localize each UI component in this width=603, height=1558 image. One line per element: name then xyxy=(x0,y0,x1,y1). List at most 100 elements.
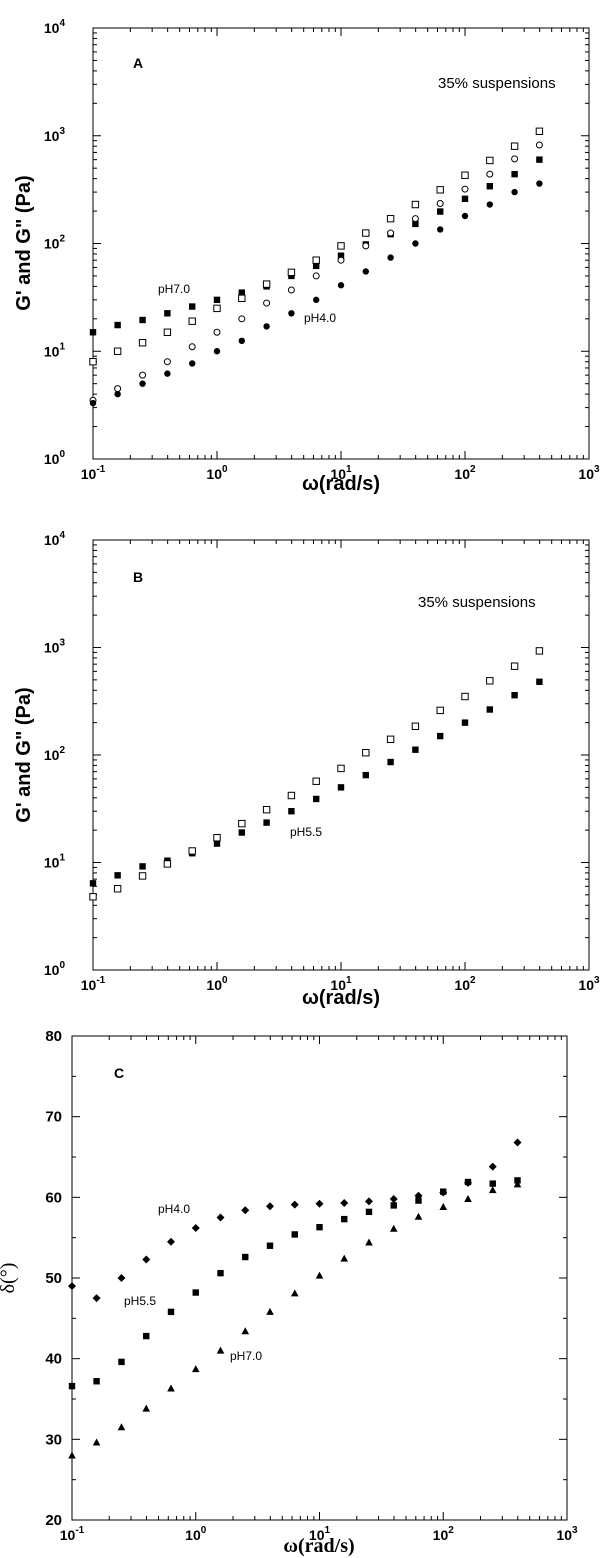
x-tick-exponent: 0 xyxy=(201,1525,207,1536)
panel-b-series-0-point-0 xyxy=(89,880,97,887)
panel-c-annotation-1: pH5.5 xyxy=(124,1294,156,1308)
x-tick-exponent: 3 xyxy=(594,975,600,986)
panel-c-series-1-point-18 xyxy=(514,1177,521,1184)
y-tick-label-2: 102 xyxy=(44,745,66,763)
x-tick-base: 10 xyxy=(454,466,470,482)
panel-c-series-2-point-10 xyxy=(315,1271,324,1279)
panel-c-series-2-point-14 xyxy=(414,1212,423,1220)
panel-a-series-0-point-10 xyxy=(337,252,345,259)
panel-c-series-1-point-16 xyxy=(464,1178,472,1186)
y-tick-label-1: 30 xyxy=(45,1431,62,1448)
x-tick-exponent: 3 xyxy=(572,1525,578,1536)
y-tick-label-5: 70 xyxy=(45,1109,62,1126)
y-tick-base: 10 xyxy=(44,855,60,871)
panel-c-series-1-point-12 xyxy=(365,1208,373,1216)
panel-a-series-3-point-12 xyxy=(387,254,394,261)
panel-b-series-1-point-2 xyxy=(138,872,147,880)
panel-a-series-1-point-11 xyxy=(362,229,370,237)
panel-b-series-0-point-13 xyxy=(412,746,419,753)
y-tick-label-4: 104 xyxy=(44,18,66,36)
panel-b-series-1-point-8 xyxy=(287,791,296,800)
x-tick-label-2: 101 xyxy=(330,464,352,482)
panel-a-series-0-point-4 xyxy=(189,303,196,310)
panel-b-series-0-point-6 xyxy=(238,829,246,836)
panel-c-series-1-point-13 xyxy=(390,1202,397,1209)
x-tick-base: 10 xyxy=(330,466,346,482)
x-tick-label-4: 103 xyxy=(578,464,600,482)
panel-a-series-2-point-15 xyxy=(461,185,469,193)
x-tick-label-0: 10-1 xyxy=(81,975,106,993)
x-tick-exponent: 1 xyxy=(346,464,352,475)
panel-c-series-1-point-6 xyxy=(217,1269,224,1277)
y-tick-exponent: 4 xyxy=(59,530,65,541)
panel-a-series-1-point-5 xyxy=(213,304,221,313)
panel-a-series-1-point-18 xyxy=(535,127,544,135)
panel-c-series-1-point-10 xyxy=(316,1223,323,1231)
panel-b-series-0-point-5 xyxy=(213,840,221,847)
panel-c-series-2-point-4 xyxy=(167,1384,175,1392)
y-tick-exponent: 4 xyxy=(59,18,65,29)
panel-b-series-1-point-14 xyxy=(436,706,444,715)
panel-a-series-0-point-16 xyxy=(486,183,494,190)
panel-a-y-axis-title: G' and G" (Pa) xyxy=(13,175,35,310)
panel-a-series-1-point-16 xyxy=(486,156,494,165)
x-tick-base: 10 xyxy=(206,466,222,482)
panel-c-series-0-point-0 xyxy=(68,1282,76,1291)
panel-a-series-2-point-14 xyxy=(436,200,444,208)
panel-b-series-1-point-3 xyxy=(163,860,172,868)
panel-c-series-1-point-4 xyxy=(167,1308,175,1316)
y-tick-label-0: 100 xyxy=(44,960,66,978)
panel-a-series-3-point-7 xyxy=(263,323,270,330)
panel-c-series-2-point-1 xyxy=(92,1438,101,1446)
panel-b-series-1-point-4 xyxy=(188,847,196,855)
panel-c-series-0-point-13 xyxy=(389,1194,398,1203)
panel-b-series-0-point-14 xyxy=(437,732,444,740)
panel-a-series-2-point-8 xyxy=(287,286,295,294)
panel-c-series-2-point-15 xyxy=(439,1203,448,1211)
x-tick-exponent: 0 xyxy=(222,464,228,475)
panel-c-series-2-point-17 xyxy=(488,1186,497,1194)
panel-a-series-0-point-2 xyxy=(139,316,146,324)
panel-c-series-2-point-18 xyxy=(513,1180,522,1188)
x-tick-label-1: 100 xyxy=(185,1525,207,1543)
panel-a-annotation-1: pH7.0 xyxy=(158,282,190,296)
panel-b-series-0-point-8 xyxy=(288,808,295,815)
x-tick-base: 10 xyxy=(81,977,97,993)
panel-c-series-2-point-16 xyxy=(464,1194,472,1202)
panel-c-x-axis-title: ω(rad/s) xyxy=(283,1535,354,1557)
panel-b-series-1-point-11 xyxy=(362,749,370,757)
panel-a-series-1-point-12 xyxy=(386,214,395,223)
y-tick-base: 10 xyxy=(44,236,60,252)
panel-a-series-1-point-3 xyxy=(163,328,172,336)
panel-b-series-1-point-9 xyxy=(312,777,320,785)
panel-a-series-3-point-10 xyxy=(337,282,345,289)
x-tick-exponent: 2 xyxy=(470,975,476,986)
panel-b-series-0-point-9 xyxy=(313,795,320,803)
panel-c-series-1-point-15 xyxy=(440,1188,447,1195)
panel-c-series-1-point-1 xyxy=(93,1378,100,1385)
panel-a-series-1-point-8 xyxy=(287,268,296,277)
panel-b-series-1-point-5 xyxy=(213,834,221,842)
x-tick-exponent: 3 xyxy=(594,464,600,475)
panel-a-series-2-point-3 xyxy=(163,358,171,366)
panel-a-series-3-point-9 xyxy=(313,296,320,304)
panel-a-series-2-point-11 xyxy=(362,242,370,250)
panel-a-series-3-point-0 xyxy=(89,399,97,407)
panel-c-marks xyxy=(68,1138,522,1459)
y-tick-label-3: 103 xyxy=(44,126,66,144)
panel-c-series-1-point-5 xyxy=(192,1289,199,1296)
x-tick-label-2: 101 xyxy=(309,1525,331,1543)
panel-b-series-1-point-15 xyxy=(461,692,469,701)
panel-a-series-1-point-1 xyxy=(113,347,122,355)
x-tick-exponent: -1 xyxy=(75,1525,84,1536)
panel-a-series-2-point-4 xyxy=(188,343,196,351)
panel-b-series-1-point-12 xyxy=(386,735,395,743)
x-tick-exponent: 1 xyxy=(325,1525,331,1536)
x-tick-label-0: 10-1 xyxy=(81,464,106,482)
y-tick-exponent: 0 xyxy=(59,449,65,460)
panel-c-series-0-point-12 xyxy=(365,1197,374,1206)
panel-a-series-3-point-18 xyxy=(536,180,543,187)
x-tick-base: 10 xyxy=(206,977,222,993)
